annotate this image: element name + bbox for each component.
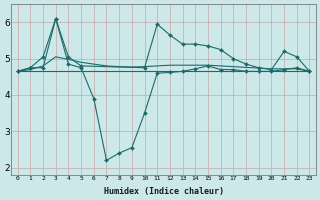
X-axis label: Humidex (Indice chaleur): Humidex (Indice chaleur) [104,187,224,196]
